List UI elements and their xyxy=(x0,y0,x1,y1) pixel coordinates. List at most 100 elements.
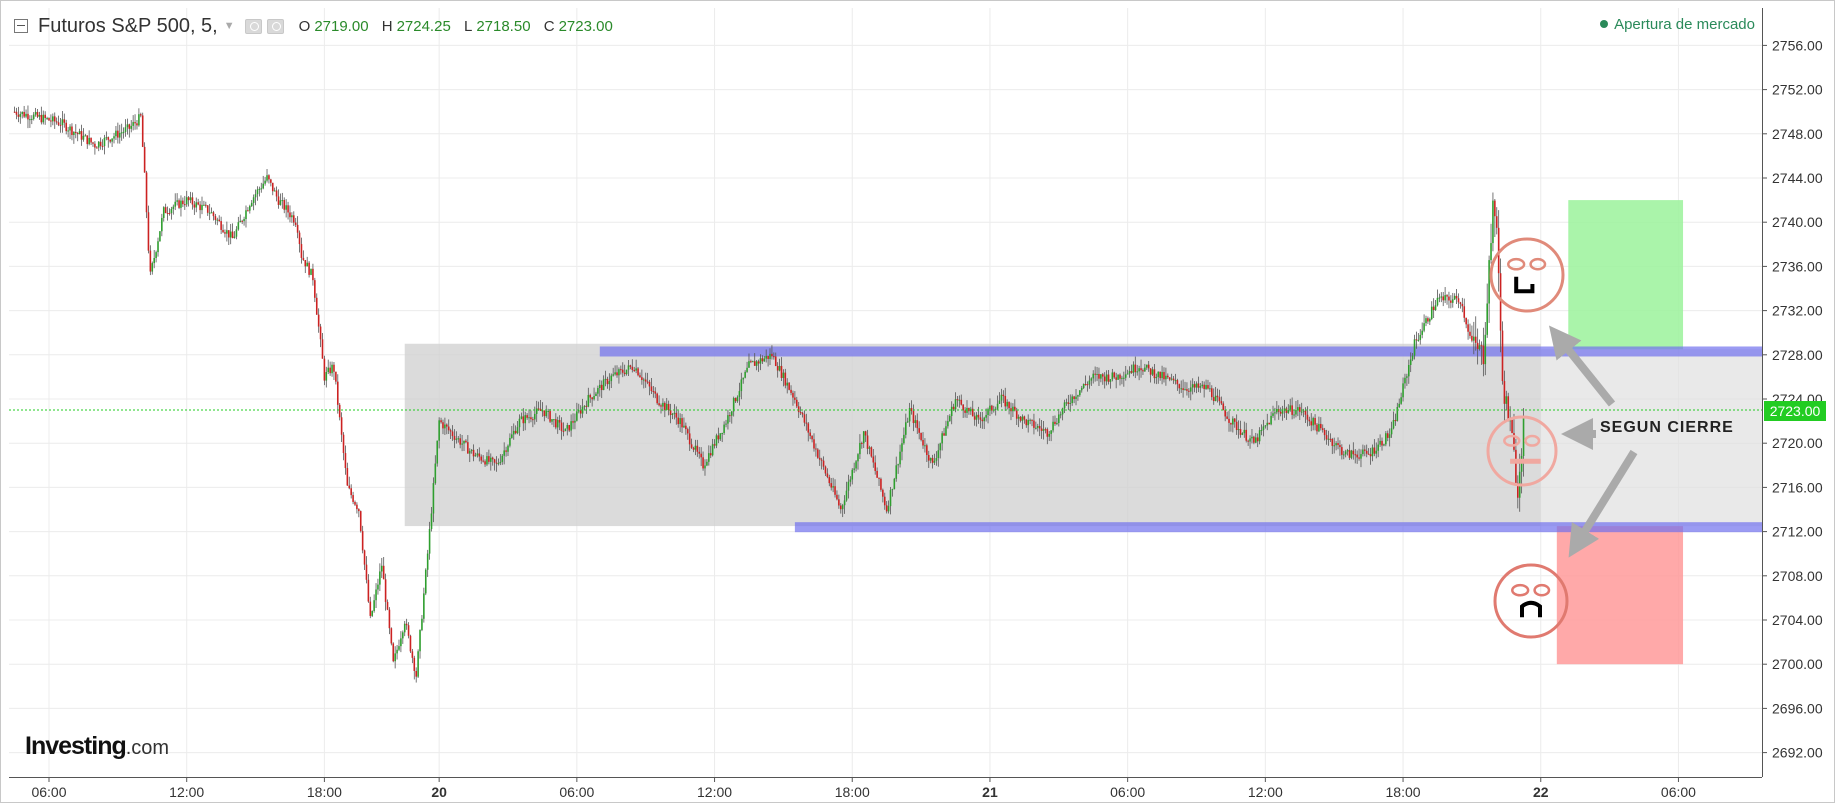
candle-body xyxy=(702,457,704,469)
face-outline-neutral xyxy=(1486,415,1558,487)
candle-body xyxy=(44,114,46,119)
y-tick-label: 2720.00 xyxy=(1772,435,1823,451)
candle-body xyxy=(872,456,875,463)
candle-body xyxy=(998,400,1001,404)
candle-body xyxy=(71,126,73,136)
candle-body xyxy=(1249,438,1251,442)
candle-body xyxy=(1188,390,1190,392)
candle-body xyxy=(1080,387,1083,391)
candle-body xyxy=(719,433,722,440)
settings-icon[interactable] xyxy=(244,18,262,34)
candle-body xyxy=(526,415,528,418)
candle-body xyxy=(1136,371,1139,373)
x-tick-label: 20 xyxy=(431,784,447,800)
candle-body xyxy=(283,200,286,210)
candle-body xyxy=(948,416,951,422)
candle-body xyxy=(411,651,414,658)
candle-body xyxy=(327,367,330,373)
candle-body xyxy=(767,355,769,360)
candle-body xyxy=(790,389,792,393)
candle-body xyxy=(415,670,417,677)
candle-body xyxy=(321,339,324,359)
candle-body xyxy=(333,364,335,372)
gear-icon[interactable] xyxy=(266,18,284,34)
candle-body xyxy=(631,366,634,370)
candle-body xyxy=(1222,403,1225,410)
caret-down-icon[interactable]: ▼ xyxy=(223,20,235,32)
candle-body xyxy=(495,462,498,464)
candle-body xyxy=(1352,450,1355,455)
candle-body xyxy=(878,477,880,479)
candle-body xyxy=(648,381,651,387)
candle-body xyxy=(92,142,94,144)
y-tick-label: 2708.00 xyxy=(1772,568,1823,584)
candle-body xyxy=(1211,388,1213,398)
candle-body xyxy=(1025,419,1028,426)
candle-body xyxy=(667,403,670,411)
candle-body xyxy=(126,124,129,128)
candle-body xyxy=(924,445,926,447)
candle-body xyxy=(1096,373,1098,375)
candle-body xyxy=(1312,417,1314,426)
candle-body xyxy=(1052,421,1054,431)
candle-body xyxy=(245,210,247,220)
candle-body xyxy=(222,229,224,233)
candle-body xyxy=(1371,447,1374,457)
face-mouth-happy xyxy=(1514,276,1535,294)
candle-body xyxy=(797,406,800,413)
candle-body xyxy=(1015,410,1018,419)
candle-body xyxy=(182,200,184,205)
candle-body xyxy=(918,428,920,433)
candle-body xyxy=(1495,216,1498,228)
candle-body xyxy=(398,646,400,650)
candle-body xyxy=(491,457,494,460)
candle-body xyxy=(50,120,52,122)
candle-body xyxy=(187,197,190,201)
candle-body xyxy=(1455,295,1458,299)
candle-body xyxy=(1327,438,1330,440)
candle-body xyxy=(185,197,188,205)
low-key: L xyxy=(463,17,473,35)
candle-body xyxy=(556,420,559,428)
candle-body xyxy=(486,456,488,465)
candle-body xyxy=(1308,419,1311,422)
candle-body xyxy=(1218,397,1221,402)
candle-body xyxy=(679,418,681,425)
candle-body xyxy=(1245,429,1248,441)
candle-body xyxy=(1111,372,1114,380)
symbol-title[interactable]: Futuros S&P 500, 5, xyxy=(38,14,218,37)
candle-body xyxy=(499,461,502,464)
collapse-icon[interactable] xyxy=(14,19,28,33)
candle-body xyxy=(1471,335,1473,341)
candle-body xyxy=(977,414,980,418)
candle-body xyxy=(604,378,607,380)
candle-body xyxy=(621,369,624,373)
candle-body xyxy=(685,425,687,430)
candle-body xyxy=(866,435,869,449)
chart-header: Futuros S&P 500, 5, ▼ O 2719.00 H 2724.25 … xyxy=(14,14,622,38)
face-mouth-sad xyxy=(1520,600,1542,618)
candle-body xyxy=(841,505,844,510)
candle-body xyxy=(423,593,425,619)
candle-body xyxy=(587,394,590,407)
candle-body xyxy=(1065,402,1068,404)
y-tick-label: 2748.00 xyxy=(1772,126,1823,142)
candle-body xyxy=(1520,455,1523,472)
candle-body xyxy=(273,190,276,192)
candle-body xyxy=(1285,408,1288,413)
candle-body xyxy=(151,263,154,272)
candle-body xyxy=(336,381,339,405)
candle-body xyxy=(1014,406,1016,411)
candle-body xyxy=(1000,394,1003,401)
candle-body xyxy=(901,443,903,452)
candles xyxy=(13,105,1525,683)
candle-body xyxy=(1386,433,1389,438)
candle-body xyxy=(769,353,771,360)
candle-body xyxy=(436,440,439,464)
candle-body xyxy=(671,413,674,415)
candle-body xyxy=(721,433,723,435)
candle-body xyxy=(1364,449,1366,451)
candle-body xyxy=(1438,297,1441,299)
